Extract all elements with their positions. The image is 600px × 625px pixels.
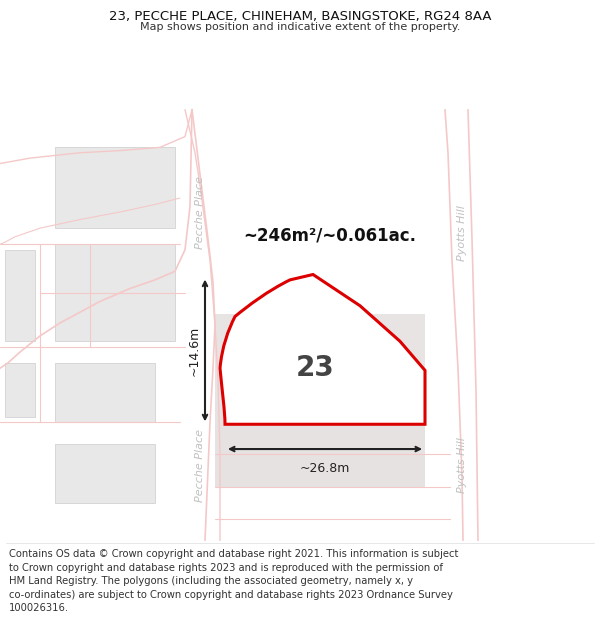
Text: Pecche Place: Pecche Place: [195, 429, 205, 502]
Text: ~26.8m: ~26.8m: [300, 462, 350, 475]
Text: Pyotts Hill: Pyotts Hill: [457, 206, 467, 261]
Text: ~246m²/~0.061ac.: ~246m²/~0.061ac.: [244, 226, 416, 244]
Text: Map shows position and indicative extent of the property.: Map shows position and indicative extent…: [140, 22, 460, 32]
Bar: [215, 401, 425, 487]
Bar: [55, 444, 155, 503]
Bar: [55, 148, 175, 228]
Bar: [5, 250, 35, 341]
Bar: [215, 314, 425, 454]
Text: Pecche Place: Pecche Place: [195, 176, 205, 249]
Bar: [55, 363, 155, 422]
Text: 23, PECCHE PLACE, CHINEHAM, BASINGSTOKE, RG24 8AA: 23, PECCHE PLACE, CHINEHAM, BASINGSTOKE,…: [109, 10, 491, 23]
Bar: [5, 363, 35, 417]
Text: ~14.6m: ~14.6m: [188, 326, 201, 376]
Text: 23: 23: [296, 354, 334, 382]
PathPatch shape: [220, 274, 425, 424]
Text: Contains OS data © Crown copyright and database right 2021. This information is : Contains OS data © Crown copyright and d…: [9, 549, 458, 614]
Text: Pyotts Hill: Pyotts Hill: [457, 438, 467, 493]
Bar: [55, 244, 175, 341]
